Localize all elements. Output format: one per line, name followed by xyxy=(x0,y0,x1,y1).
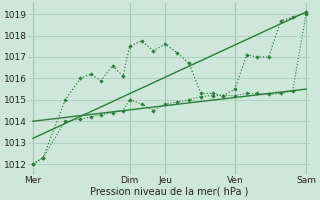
X-axis label: Pression niveau de la mer( hPa ): Pression niveau de la mer( hPa ) xyxy=(90,187,248,197)
